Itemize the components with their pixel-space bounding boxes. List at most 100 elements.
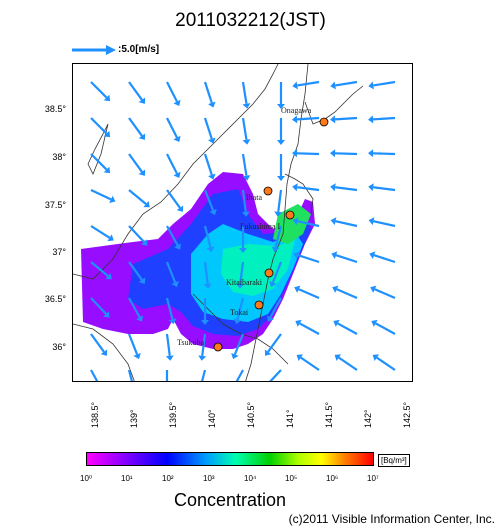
wind-arrow: [277, 189, 283, 212]
wind-arrowhead: [176, 205, 184, 212]
wind-arrow: [166, 81, 178, 103]
wind-arrow: [203, 261, 209, 284]
wind-arrow: [203, 189, 215, 211]
wind-arrowhead: [100, 349, 108, 356]
wind-arrow: [203, 225, 212, 248]
reference-vector-label: :5.0[m/s]: [118, 44, 160, 55]
wind-arrow: [337, 322, 358, 335]
lat-tick-label: 38.5°: [44, 104, 66, 114]
wind-arrowhead: [141, 239, 148, 246]
wind-arrowhead: [331, 251, 338, 260]
wind-arrowhead: [274, 211, 283, 217]
wind-vectors: [90, 80, 396, 381]
wind-arrow: [201, 333, 207, 356]
wind-arrowhead: [269, 280, 277, 288]
wind-arrowhead: [333, 319, 340, 327]
wind-arrow: [338, 356, 358, 371]
colorbar-tick: 10²: [162, 474, 174, 483]
wind-arrow: [335, 80, 358, 87]
site-marker-tokai: [254, 300, 264, 310]
wind-arrowhead: [165, 355, 174, 361]
site-marker-kitaibaraki: [264, 268, 274, 278]
colorbar-tick: 10⁴: [244, 474, 257, 483]
site-label-tokai: Tokai: [230, 308, 249, 317]
wind-arrowhead: [330, 115, 336, 124]
lat-tick-label: 37.5°: [44, 200, 66, 210]
wind-arrow: [336, 288, 358, 300]
colorbar: [86, 452, 374, 466]
wind-arrowhead: [173, 171, 181, 179]
wind-arrow: [269, 297, 282, 318]
wind-arrowhead: [207, 101, 216, 108]
lat-tick-label: 38°: [52, 152, 66, 162]
wind-arrow: [165, 261, 177, 283]
wind-arrow: [90, 117, 108, 135]
wind-arrow: [297, 80, 320, 87]
wind-arrowhead: [207, 173, 216, 180]
wind-arrowhead: [296, 354, 304, 361]
colorbar-tick: 10⁵: [285, 474, 298, 483]
wind-arrowhead: [277, 176, 285, 181]
wind-arrow: [372, 116, 396, 121]
wind-arrowhead: [201, 320, 209, 325]
wind-arrowhead: [206, 246, 215, 253]
wind-arrowhead: [332, 285, 339, 293]
colorbar-tick: 10¹: [121, 474, 133, 483]
wind-arrowhead: [231, 352, 239, 360]
wind-arrow: [128, 117, 143, 137]
wind-arrow: [241, 81, 248, 104]
wind-arrowhead: [292, 183, 298, 192]
wind-arrowhead: [168, 318, 177, 325]
wind-arrow: [127, 369, 133, 381]
map-frame: [72, 63, 413, 382]
wind-arrow: [233, 333, 245, 355]
wind-arrowhead: [277, 104, 285, 109]
wind-arrowhead: [368, 217, 375, 226]
wind-arrowhead: [264, 349, 272, 356]
wind-arrow: [296, 116, 320, 121]
wind-arrowhead: [368, 115, 374, 124]
wind-arrowhead: [295, 319, 302, 327]
wind-arrowhead: [292, 115, 298, 124]
wind-arrow: [165, 333, 171, 356]
wind-arrowhead: [277, 140, 285, 145]
wind-arrow: [90, 153, 108, 171]
wind-arrow: [241, 117, 248, 140]
wind-arrow: [201, 369, 207, 381]
wind-arrow: [165, 297, 174, 320]
wind-arrowhead: [136, 315, 144, 322]
lat-tick-label: 37°: [52, 247, 66, 257]
site-marker-ihata: [263, 186, 273, 196]
wind-arrowhead: [293, 251, 300, 260]
wind-arrowhead: [330, 149, 336, 158]
wind-arrow: [128, 81, 143, 101]
wind-arrowhead: [242, 139, 251, 145]
wind-arrowhead: [138, 133, 146, 140]
wind-arrow: [334, 152, 358, 156]
concentration-plume: [81, 172, 315, 349]
wind-arrow: [335, 186, 358, 192]
lon-tick-label: 139.5°: [168, 401, 178, 428]
wind-arrow: [297, 220, 320, 228]
wind-arrowhead: [103, 311, 110, 318]
site-label-tsukuba: Tsukuba: [177, 338, 204, 347]
colorbar-tick: 10³: [203, 474, 215, 483]
wind-arrow: [373, 186, 396, 192]
wind-arrowhead: [143, 200, 150, 208]
wind-arrowhead: [105, 272, 112, 280]
wind-arrow: [90, 297, 107, 315]
wind-arrow: [372, 152, 396, 156]
wind-arrow: [267, 333, 282, 353]
wind-arrowhead: [242, 175, 251, 181]
wind-arrow: [297, 254, 320, 264]
copyright: (c)2011 Visible Information Center, Inc.: [288, 512, 495, 526]
wind-arrowhead: [138, 97, 146, 104]
colorbar-unit: [Bq/m³]: [378, 454, 410, 467]
site-marker-fukushima-i: [285, 210, 295, 220]
wind-arrow: [128, 225, 145, 243]
lon-tick-label: 142°: [363, 409, 373, 428]
wind-arrow: [90, 189, 112, 201]
colorbar-title: Concentration: [173, 490, 287, 510]
wind-arrowhead: [239, 248, 247, 253]
site-label-ihata: Ihata: [246, 193, 262, 202]
